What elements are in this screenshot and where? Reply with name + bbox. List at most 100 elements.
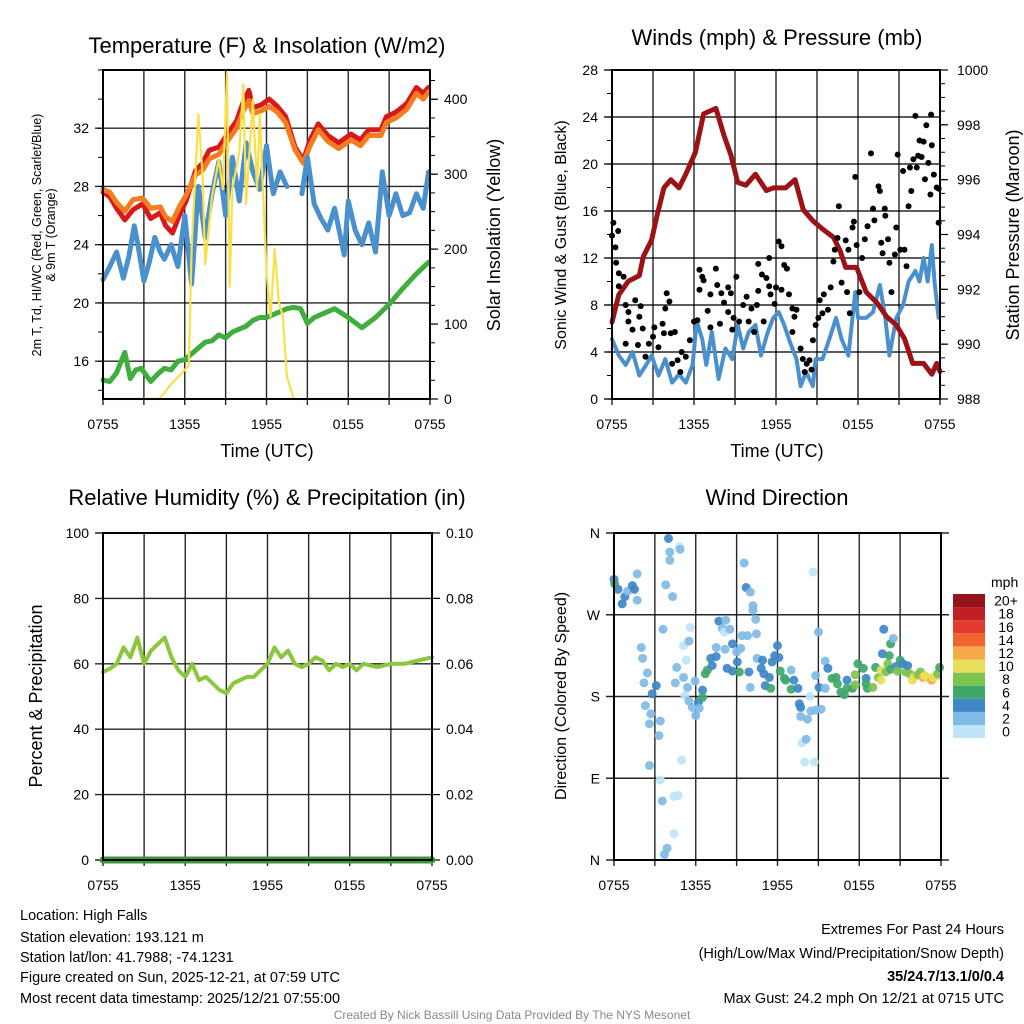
wind-direction-point — [678, 672, 688, 682]
gust-point — [901, 246, 908, 253]
created-text: Figure created on Sun, 2025-12-21, at 07… — [20, 970, 340, 986]
colorbar-label: 20+ — [994, 593, 1018, 609]
wind-direction-point — [657, 796, 667, 806]
gust-point — [918, 153, 925, 160]
gust-point — [666, 298, 673, 305]
wind-direction-point — [935, 662, 945, 672]
gust-point — [651, 324, 658, 331]
wind-direction-point — [800, 757, 810, 767]
gust-point — [886, 259, 893, 266]
elevation-text: Station elevation: 193.121 m — [20, 930, 204, 946]
gust-point — [912, 112, 919, 119]
wind-direction-ylabel: Direction (Colored By Speed) — [553, 592, 570, 800]
gust-point — [613, 259, 620, 266]
wind-direction-point — [766, 683, 776, 693]
gust-point — [725, 309, 732, 316]
wind-direction-point — [721, 615, 731, 625]
x-tick-label: 1355 — [169, 416, 200, 432]
wind-direction-point — [613, 584, 623, 594]
extremes-info: Extremes For Past 24 Hours (High/Low/Max… — [699, 922, 1004, 1007]
gust-point — [835, 203, 842, 210]
y-tick-label: 28 — [582, 62, 598, 78]
wind-direction-point — [711, 642, 721, 652]
gust-point — [760, 318, 767, 325]
gust-point — [819, 310, 826, 317]
gust-point — [650, 333, 656, 340]
hi-wc-line — [100, 140, 290, 287]
wind-direction-point — [781, 675, 791, 685]
wind-direction-point — [802, 714, 812, 724]
wind-direction-point — [642, 668, 652, 678]
gust-point — [920, 138, 927, 145]
gust-point — [660, 330, 667, 337]
plot-frame — [102, 532, 433, 861]
gust-point — [677, 368, 684, 375]
wind-direction-point — [808, 567, 818, 577]
gust-point — [867, 150, 874, 157]
gust-point — [885, 236, 892, 243]
winds-ylabel-right: Station Pressure (Maroon) — [1003, 129, 1023, 340]
y-tick-label: 20 — [73, 295, 89, 311]
wind-direction-title: Wind Direction — [705, 485, 848, 510]
y-tick-label: 0 — [590, 391, 598, 407]
gust-point — [704, 307, 711, 314]
gust-point — [625, 309, 632, 316]
gust-point — [758, 271, 765, 278]
y-tick-label: 20 — [73, 787, 89, 803]
wind-direction-point — [745, 587, 755, 597]
gust-point — [853, 242, 860, 249]
gust-point — [785, 291, 792, 298]
wind-direction-point — [813, 627, 823, 637]
wind-direction-point — [728, 639, 738, 649]
wind-direction-point — [773, 641, 782, 651]
winds-xlabel: Time (UTC) — [730, 441, 823, 461]
wind-direction-point — [698, 692, 708, 702]
x-tick-label: 0155 — [334, 877, 365, 893]
wind-direction-point — [789, 675, 799, 685]
wind-direction-point — [820, 656, 830, 666]
colorbar-label: 6 — [1002, 684, 1010, 700]
colorbar-label: 16 — [998, 619, 1014, 635]
right-tick-label: 100 — [444, 316, 468, 332]
wind-direction-point — [646, 709, 656, 719]
gust-point — [753, 302, 760, 308]
wind-direction-point — [820, 683, 830, 693]
wind-direction-point — [725, 624, 735, 634]
gust-point — [808, 366, 815, 373]
wind-direction-point — [744, 667, 754, 677]
gust-point — [740, 302, 747, 308]
wind-direction-point — [669, 829, 679, 839]
gust-point — [846, 310, 853, 317]
gust-point — [799, 356, 806, 363]
gust-point — [809, 337, 816, 344]
right-tick-label: 998 — [957, 117, 981, 133]
gust-point — [927, 191, 934, 198]
x-tick-label: 0755 — [925, 877, 956, 893]
wind-direction-point — [654, 731, 664, 741]
gust-point — [928, 142, 935, 149]
gust-point — [721, 299, 728, 306]
gust-point — [707, 324, 714, 331]
gust-point — [856, 289, 863, 296]
gust-point — [743, 293, 750, 300]
y-tick-label: N — [590, 525, 600, 541]
x-tick-label: 0155 — [844, 877, 875, 893]
x-tick-label: 0755 — [596, 416, 627, 432]
right-tick-label: 0.00 — [446, 852, 473, 868]
sonic-wind-line — [610, 243, 941, 389]
y-tick-label: 40 — [73, 721, 89, 737]
gust-point — [773, 284, 779, 291]
right-tick-label: 0.08 — [446, 590, 473, 606]
gust-point — [797, 345, 804, 352]
gust-point — [751, 329, 758, 336]
gust-point — [766, 255, 773, 261]
rh-panel-title: Relative Humidity (%) & Precipitation (i… — [68, 485, 465, 510]
gust-point — [923, 122, 930, 129]
plot-frame — [611, 69, 941, 400]
right-tick-label: 0.04 — [446, 721, 473, 737]
wind-direction-point — [694, 703, 704, 713]
gust-point — [891, 251, 898, 258]
wind-direction-point — [775, 666, 785, 676]
rh-ylabel: Percent & Precipitation — [26, 604, 46, 787]
